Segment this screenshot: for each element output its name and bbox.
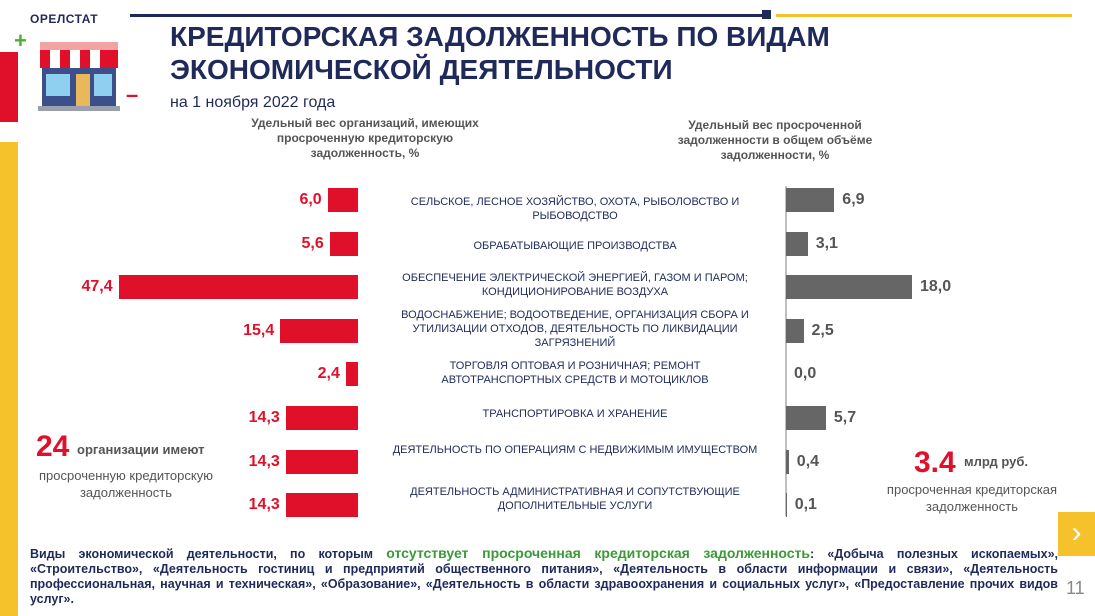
right-value-label-row-4: 2,5 [811, 321, 834, 339]
right-bar-row-3 [786, 275, 912, 300]
category-label-row-8: ДЕЯТЕЛЬНОСТЬ АДМИНИСТРАТИВНАЯ И СОПУТСТВ… [410, 486, 740, 512]
footer-text-2: : «Добыча полезных ископаемых», «Строите… [30, 547, 1058, 606]
header-line-yellow [776, 14, 1072, 17]
category-label-row-4: ВОДОСНАБЖЕНИЕ; ВОДООТВЕДЕНИЕ, ОРГАНИЗАЦИ… [401, 309, 749, 349]
right-value-label-row-1: 6,9 [842, 191, 865, 208]
right-bar-row-7 [786, 449, 789, 474]
left-value-label-row-8: 14,3 [248, 496, 280, 514]
category-label-row-5: ТОРГОВЛЯ ОПТОВАЯ И РОЗНИЧНАЯ; РЕМОНТ АВТ… [441, 360, 709, 386]
left-bar-row-7 [285, 449, 358, 474]
left-bar-row-3 [118, 275, 358, 300]
left-value-label-row-7: 14,3 [248, 452, 280, 470]
page-subtitle: на 1 ноября 2022 года [170, 94, 336, 111]
right-stat-text: просроченная кредиторская задолженность [886, 482, 1058, 514]
right-value-label-row-7: 0,4 [796, 452, 820, 470]
category-label-row-3: ОБЕСПЕЧЕНИЕ ЭЛЕКТРИЧЕСКОЙ ЭНЕРГИЕЙ, ГАЗО… [402, 272, 748, 298]
footer-highlight: отсутствует просроченная кредиторская за… [386, 545, 811, 561]
category-label-row-1: СЕЛЬСКОЕ, ЛЕСНОЕ ХОЗЯЙСТВО, ОХОТА, РЫБОЛ… [410, 196, 740, 222]
left-bar-row-1 [327, 188, 358, 212]
left-stat-text: организации имеют [77, 442, 205, 457]
left-bar-row-5 [345, 362, 358, 387]
category-label-row-2: ОБРАБАТЫВАЮЩИЕ ПРОИЗВОДСТВА [473, 240, 677, 252]
shop-icon [38, 42, 120, 111]
right-bar-row-2 [786, 231, 808, 256]
page-number: 11 [1066, 578, 1085, 598]
plus-sign: + [14, 28, 27, 53]
left-value-label-row-1: 6,0 [299, 191, 322, 208]
right-value-label-row-5: 0,0 [794, 365, 817, 383]
left-value-label-row-5: 2,4 [317, 365, 340, 383]
minus-sign: – [126, 82, 139, 107]
right-bar-row-4 [786, 318, 804, 343]
right-axis-line [785, 186, 787, 516]
right-bar-row-6 [786, 406, 826, 430]
right-series-header: Удельный вес просроченной задолженности … [677, 118, 873, 162]
right-stat-value: 3.4 [914, 446, 956, 479]
left-value-label-row-2: 5,6 [301, 234, 324, 252]
left-stat-subtext: просроченную кредиторскую задолженность [39, 468, 213, 500]
right-bar-row-8 [786, 493, 787, 518]
left-stat-value: 24 [36, 430, 70, 463]
category-label-row-6: ТРАНСПОРТИРОВКА И ХРАНЕНИЕ [482, 408, 668, 420]
header-square [762, 10, 771, 19]
right-value-label-row-2: 3,1 [815, 234, 838, 252]
category-label-row-7: ДЕЯТЕЛЬНОСТЬ ПО ОПЕРАЦИЯМ С НЕДВИЖИМЫМ И… [392, 444, 758, 456]
left-bar-row-8 [285, 493, 358, 518]
footer-text-1: Виды экономической деятельности, по кото… [30, 547, 374, 561]
left-bar-row-2 [329, 231, 358, 256]
right-value-label-row-6: 5,7 [833, 409, 857, 426]
left-value-label-row-3: 47,4 [81, 278, 113, 296]
yellow-side-strip [0, 142, 18, 616]
left-value-label-row-4: 15,4 [243, 321, 275, 339]
left-bar-row-4 [280, 318, 358, 343]
right-value-label-row-3: 18,0 [920, 278, 952, 296]
right-bar-row-1 [786, 188, 835, 212]
right-stat-unit: млрд руб. [964, 454, 1028, 469]
brand-logo-text: ОРЕЛСТАТ [30, 12, 99, 26]
chevron-right-icon: › [1071, 516, 1082, 549]
next-slide-button[interactable]: › [1058, 512, 1095, 556]
header-line [130, 14, 765, 17]
left-series-header: Удельный вес организаций, имеющих просро… [251, 116, 479, 160]
footer-note: Виды экономической деятельности, по кото… [30, 546, 1058, 607]
red-side-strip [0, 52, 18, 122]
right-value-label-row-8: 0,1 [794, 496, 817, 514]
left-bar-row-6 [285, 406, 358, 430]
page-title: КРЕДИТОРСКАЯ ЗАДОЛЖЕННОСТЬ ПО ВИДАМ ЭКОН… [170, 21, 830, 85]
left-value-label-row-6: 14,3 [248, 409, 280, 426]
